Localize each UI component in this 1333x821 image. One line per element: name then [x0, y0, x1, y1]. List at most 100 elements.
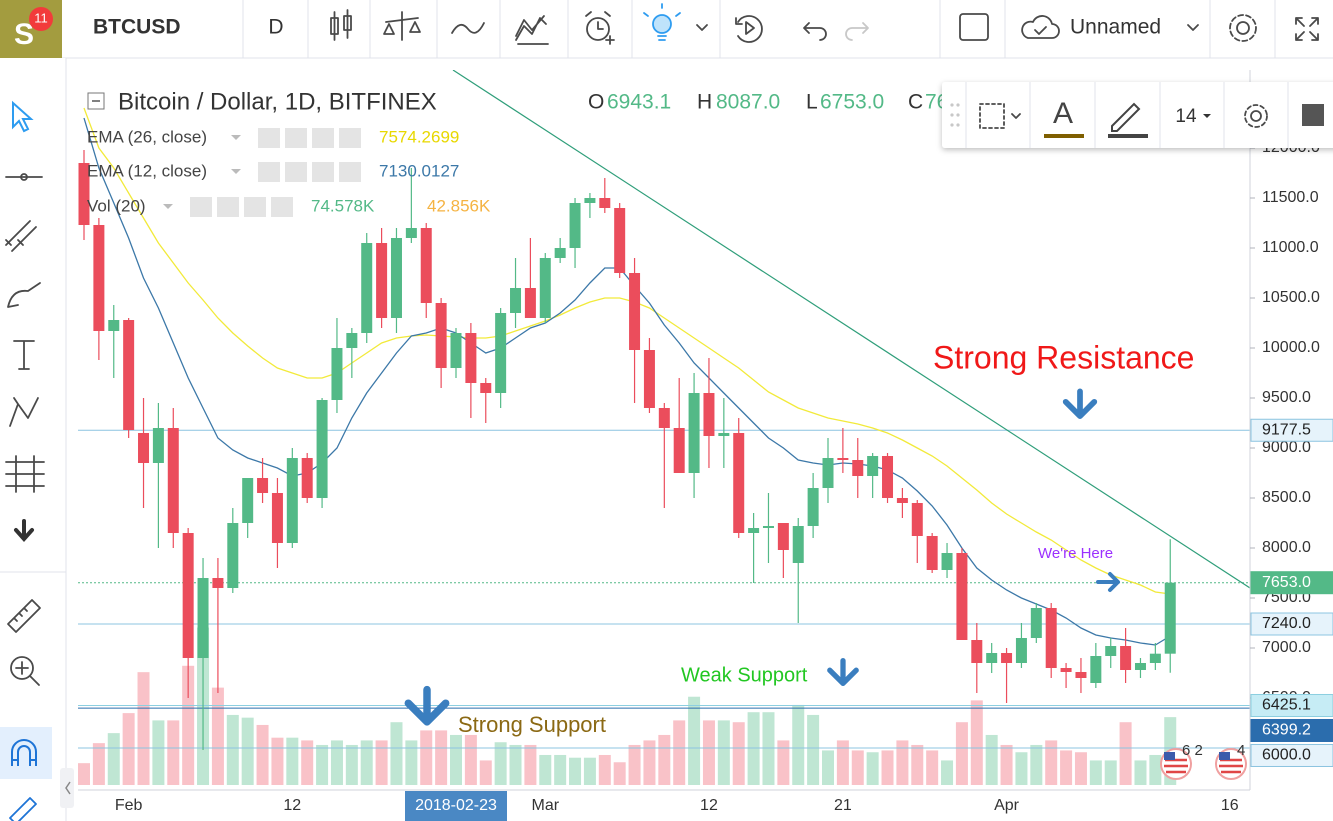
indicator-value: 7574.2699	[379, 127, 459, 146]
legend-plus-button[interactable]	[312, 162, 334, 182]
annotation-text[interactable]: Strong Resistance	[933, 339, 1194, 375]
trend-line[interactable]	[452, 70, 1250, 589]
volume-bar	[598, 754, 611, 785]
save-button[interactable]	[1021, 15, 1060, 39]
x-tick-label: Mar	[531, 797, 559, 814]
replay-button[interactable]	[735, 15, 763, 43]
candle-body	[688, 393, 700, 473]
layout-name[interactable]: Unnamed	[1070, 16, 1161, 39]
text-tool[interactable]	[13, 340, 35, 370]
legend-eye-button[interactable]	[190, 197, 212, 217]
arrow-drawing[interactable]	[1096, 572, 1120, 592]
indicator-menu[interactable]	[231, 169, 241, 174]
arrow-drawing[interactable]	[404, 685, 450, 726]
background-menu[interactable]	[1011, 113, 1021, 119]
volume-bar	[435, 730, 448, 785]
legend-gear-button[interactable]	[217, 197, 239, 217]
volume-menu[interactable]	[163, 204, 173, 209]
volume-bar	[211, 687, 224, 785]
candle-body	[465, 333, 477, 383]
event-count: 4	[1237, 742, 1245, 759]
x-tick-label: 12	[700, 797, 718, 814]
symbol-input[interactable]: BTCUSD	[93, 16, 181, 39]
volume-bar	[985, 734, 998, 785]
legend-plus-button[interactable]	[244, 197, 266, 217]
candle-body	[361, 243, 373, 333]
layout-menu[interactable]	[1187, 24, 1199, 31]
user-avatar[interactable]	[0, 0, 62, 58]
arrow-tool[interactable]	[14, 519, 34, 543]
candle-body	[539, 258, 551, 318]
font-size-button[interactable]: 14	[1175, 106, 1197, 127]
text-color-button[interactable]: A	[1053, 97, 1073, 130]
volume-bar	[1119, 722, 1132, 785]
volume-bar	[777, 740, 790, 785]
volume-bar	[1015, 752, 1028, 785]
brush-tool[interactable]	[7, 282, 41, 308]
volume-bar	[152, 720, 165, 785]
legend-close-button[interactable]	[339, 162, 361, 182]
top-toolbar: S 11 BTCUSD D	[0, 0, 1333, 59]
templates-button[interactable]	[515, 15, 549, 45]
volume-bar	[896, 740, 909, 785]
legend-eye-button[interactable]	[258, 162, 280, 182]
legend-close-button[interactable]	[271, 197, 293, 217]
edit-tool[interactable]	[9, 797, 37, 821]
arrow-drawing[interactable]	[1062, 388, 1098, 419]
volume-bar	[643, 740, 656, 785]
drawing-settings-button[interactable]	[1244, 104, 1268, 128]
magnet-tool[interactable]	[11, 739, 37, 766]
line-tool[interactable]	[5, 173, 43, 181]
undo-button[interactable]	[803, 22, 827, 41]
fullscreen-button[interactable]	[1295, 17, 1319, 41]
candle-body	[584, 198, 596, 203]
notification-badge[interactable]	[29, 7, 53, 31]
price-label-box	[1250, 612, 1333, 636]
volume-bar	[569, 757, 582, 785]
border-color-button[interactable]	[1111, 102, 1141, 132]
volume-bar	[1149, 754, 1162, 785]
fullscreen-layout-button[interactable]	[959, 13, 989, 41]
compare-button[interactable]	[383, 11, 421, 41]
cursor-tool[interactable]	[12, 100, 34, 133]
settings-button[interactable]	[1229, 14, 1257, 42]
legend-plus-button[interactable]	[312, 128, 334, 148]
background-button[interactable]	[979, 103, 1005, 129]
pattern-tool[interactable]	[9, 397, 39, 427]
layers-button[interactable]	[1302, 104, 1324, 126]
volume-bar	[390, 722, 403, 785]
indicator-name: EMA (26, close)	[87, 127, 207, 146]
crosshair-time-label: 2018-02-23	[415, 797, 497, 814]
annotation-text[interactable]: Weak Support	[681, 664, 808, 686]
ohlc-letter: H	[697, 91, 712, 114]
ohlc-value: 8087.0	[716, 91, 780, 114]
indicator-menu[interactable]	[231, 135, 241, 140]
fib-tool[interactable]	[5, 220, 37, 252]
ruler-tool[interactable]	[7, 599, 41, 633]
ideas-button[interactable]	[643, 3, 708, 41]
indicators-button[interactable]	[451, 22, 485, 34]
annotation-text[interactable]: We're Here	[1038, 545, 1113, 562]
prediction-tool[interactable]	[5, 455, 45, 493]
price-label-box	[1250, 743, 1333, 767]
candle-body	[777, 523, 789, 550]
arrow-drawing[interactable]	[827, 657, 859, 687]
legend-eye-button[interactable]	[258, 128, 280, 148]
legend-gear-button[interactable]	[285, 128, 307, 148]
annotation-text[interactable]: Strong Support	[458, 712, 606, 737]
interval-button[interactable]: D	[268, 16, 283, 39]
volume-bar	[494, 742, 507, 785]
redo-button[interactable]	[845, 22, 869, 41]
zoom-tool[interactable]	[10, 656, 40, 686]
price-label: 6000.0	[1262, 747, 1311, 764]
drag-handle[interactable]	[950, 103, 960, 127]
scroll-left[interactable]	[60, 768, 74, 808]
price-label: 9177.5	[1262, 421, 1311, 438]
legend-close-button[interactable]	[339, 128, 361, 148]
legend-gear-button[interactable]	[285, 162, 307, 182]
chart-style-button[interactable]	[330, 9, 352, 41]
candle-body	[1149, 653, 1161, 663]
alert-button[interactable]	[585, 11, 615, 45]
time-axis[interactable]	[78, 790, 1333, 821]
notification-count: 11	[34, 10, 48, 25]
